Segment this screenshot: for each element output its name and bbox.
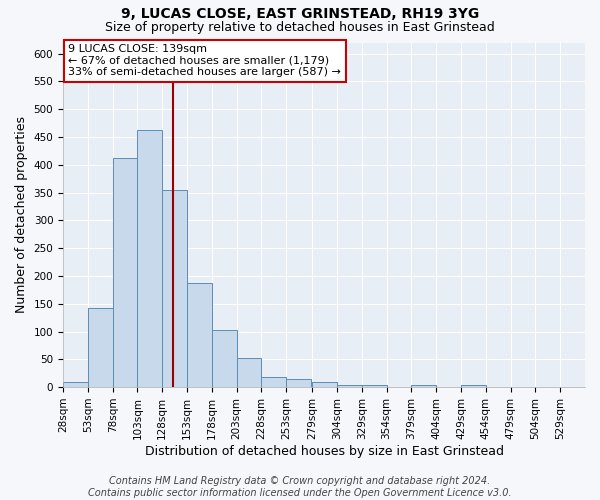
Bar (113, 158, 137, 387)
Bar (88, 308, 113, 387)
Bar (236, 358, 262, 387)
Bar (461, 386, 486, 387)
Bar (286, 380, 311, 387)
Bar (312, 382, 337, 387)
Bar (137, 130, 162, 387)
Text: Contains HM Land Registry data © Crown copyright and database right 2024.
Contai: Contains HM Land Registry data © Crown c… (88, 476, 512, 498)
X-axis label: Distribution of detached houses by size in East Grinstead: Distribution of detached houses by size … (145, 444, 503, 458)
Bar (63, 382, 88, 387)
Bar (362, 386, 386, 387)
Y-axis label: Number of detached properties: Number of detached properties (15, 116, 28, 314)
Bar (337, 386, 362, 387)
Bar (412, 386, 436, 387)
Text: 9, LUCAS CLOSE, EAST GRINSTEAD, RH19 3YG: 9, LUCAS CLOSE, EAST GRINSTEAD, RH19 3YG (121, 8, 479, 22)
Bar (162, 190, 187, 387)
Text: 9 LUCAS CLOSE: 139sqm
← 67% of detached houses are smaller (1,179)
33% of semi-d: 9 LUCAS CLOSE: 139sqm ← 67% of detached … (68, 44, 341, 78)
Bar (212, 330, 236, 387)
Text: Size of property relative to detached houses in East Grinstead: Size of property relative to detached ho… (105, 21, 495, 34)
Bar (187, 283, 212, 387)
Bar (262, 377, 286, 387)
